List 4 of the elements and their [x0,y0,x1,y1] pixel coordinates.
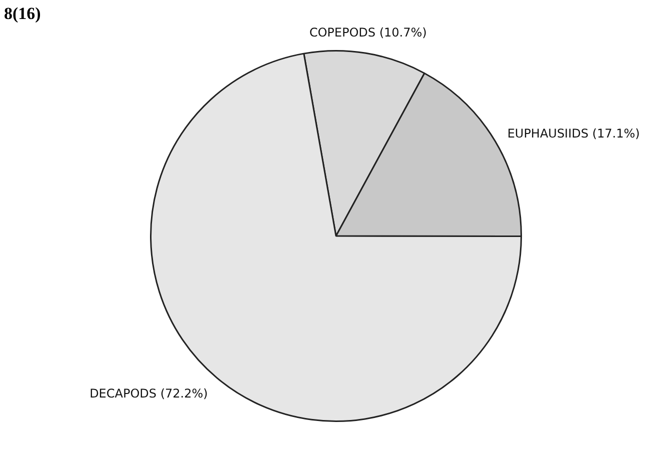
slice-label: EUPHAUSIIDS (17.1%) [507,126,640,140]
slice-label: DECAPODS (72.2%) [90,386,208,401]
chart-title: 8(16) [4,4,41,24]
slice-label: COPEPODS (10.7%) [309,25,427,40]
